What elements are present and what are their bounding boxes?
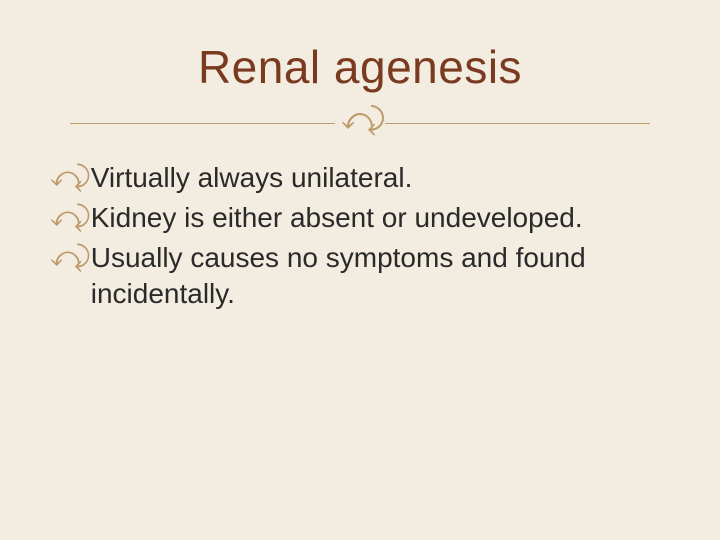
bullet-flourish-icon: ⤺⤸ <box>50 159 85 195</box>
divider-flourish-icon: ⤺⤸ <box>335 105 385 135</box>
title-divider: ⤺⤸ <box>70 108 650 138</box>
slide-body: ⤺⤸ Virtually always unilateral. ⤺⤸ Kidne… <box>40 160 680 312</box>
list-item: ⤺⤸ Usually causes no symptoms and found … <box>50 240 670 312</box>
list-item-text: Virtually always unilateral. <box>91 160 413 196</box>
bullet-flourish-icon: ⤺⤸ <box>50 199 85 235</box>
slide-title: Renal agenesis <box>40 40 680 94</box>
divider-line-left <box>70 123 335 124</box>
slide: Renal agenesis ⤺⤸ ⤺⤸ Virtually always un… <box>0 0 720 540</box>
list-item: ⤺⤸ Kidney is either absent or undevelope… <box>50 200 670 236</box>
list-item-text: Usually causes no symptoms and found inc… <box>91 240 670 312</box>
list-item: ⤺⤸ Virtually always unilateral. <box>50 160 670 196</box>
bullet-flourish-icon: ⤺⤸ <box>50 239 85 275</box>
divider-line-right <box>385 123 650 124</box>
list-item-text: Kidney is either absent or undeveloped. <box>91 200 583 236</box>
